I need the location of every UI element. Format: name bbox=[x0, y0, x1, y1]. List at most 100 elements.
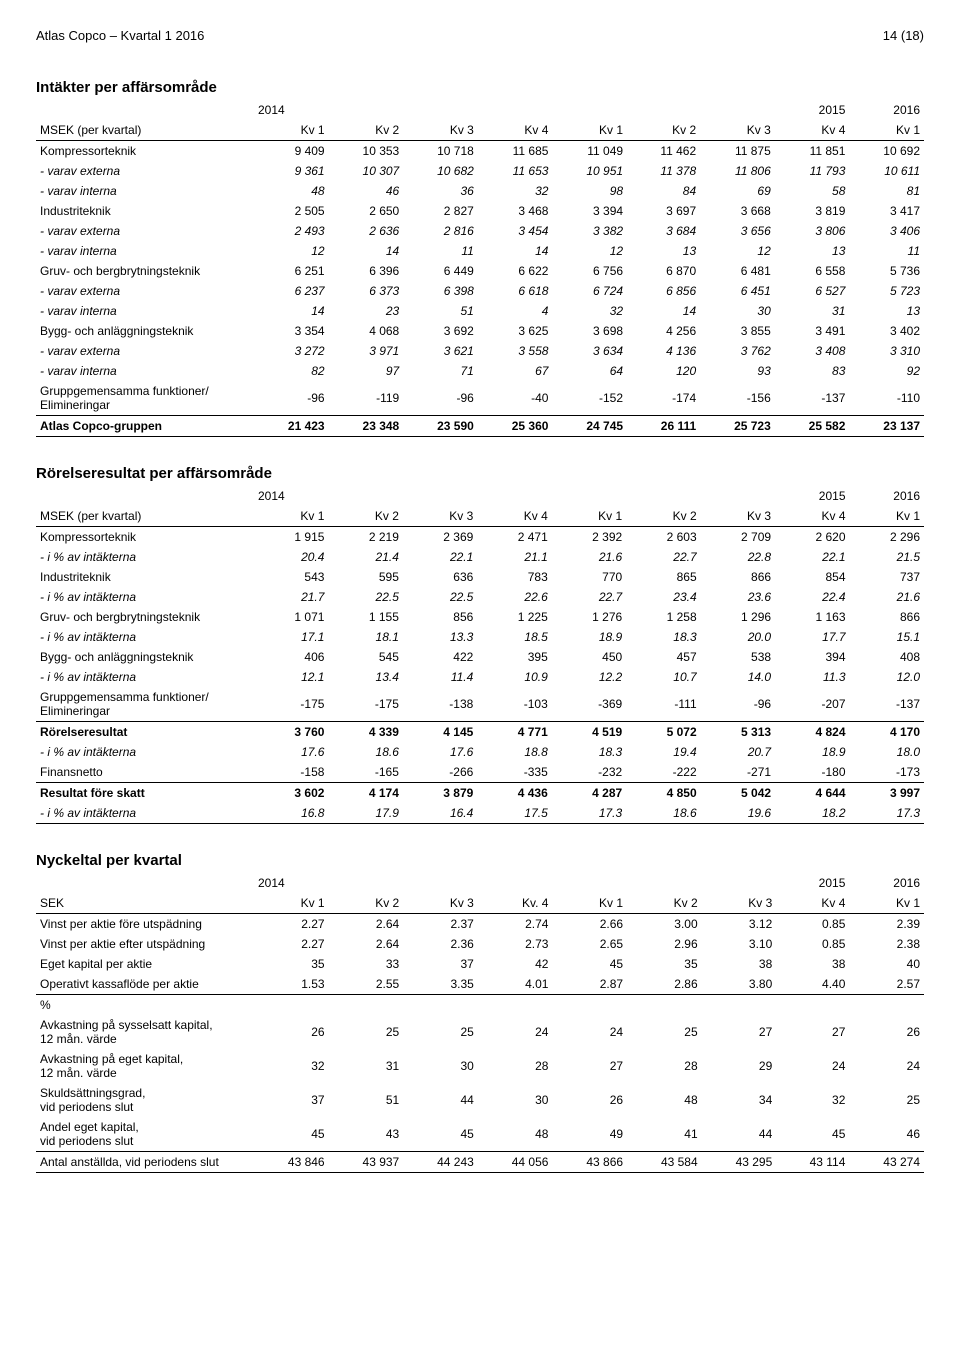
row-label: Industriteknik bbox=[36, 567, 254, 587]
cell: 43 114 bbox=[776, 1152, 849, 1173]
cell: 9 361 bbox=[254, 161, 329, 181]
table-row: - varav interna14235143214303113 bbox=[36, 301, 924, 321]
cell: 15.1 bbox=[850, 627, 925, 647]
cell: 3 402 bbox=[849, 321, 924, 341]
cell: 6 373 bbox=[329, 281, 404, 301]
table-row: Avkastning på eget kapital,12 mån. värde… bbox=[36, 1049, 924, 1083]
cell: 2 505 bbox=[254, 201, 329, 221]
cell: 12 bbox=[700, 241, 775, 261]
row-label: - varav interna bbox=[36, 181, 254, 201]
cell: 19.6 bbox=[701, 803, 775, 824]
row-label: Operativt kassaflöde per aktie bbox=[36, 974, 254, 995]
cell: 36 bbox=[403, 181, 478, 201]
cell: 4 136 bbox=[627, 341, 700, 361]
cell: 2 709 bbox=[701, 527, 775, 548]
cell: 6 481 bbox=[700, 261, 775, 281]
cell: 6 622 bbox=[478, 261, 553, 281]
table-row: - varav externa2 4932 6362 8163 4543 382… bbox=[36, 221, 924, 241]
cell: 4 824 bbox=[775, 722, 849, 743]
cell: 2 650 bbox=[329, 201, 404, 221]
cell: 43 584 bbox=[627, 1152, 702, 1173]
cell: 2.64 bbox=[329, 914, 404, 935]
cell: 24 745 bbox=[552, 416, 627, 437]
cell: 3 417 bbox=[849, 201, 924, 221]
cell: 29 bbox=[702, 1049, 777, 1083]
cell: 22.7 bbox=[626, 547, 700, 567]
cell: 10 682 bbox=[403, 161, 478, 181]
revenue-title: Intäkter per affärsområde bbox=[36, 79, 924, 96]
cell: -152 bbox=[552, 381, 627, 416]
cell: 854 bbox=[775, 567, 849, 587]
cell: 4 145 bbox=[403, 722, 477, 743]
cell: 48 bbox=[254, 181, 329, 201]
table-row: Vinst per aktie före utspädning2.272.642… bbox=[36, 914, 924, 935]
cell: 2.65 bbox=[552, 934, 627, 954]
row-label: Resultat före skatt bbox=[36, 783, 254, 804]
cell: 37 bbox=[254, 1083, 329, 1117]
cell: 2 493 bbox=[254, 221, 329, 241]
row-label: Vinst per aktie före utspädning bbox=[36, 914, 254, 935]
cell: 4 174 bbox=[328, 783, 402, 804]
cell: 18.8 bbox=[477, 742, 551, 762]
cell: -232 bbox=[552, 762, 626, 783]
cell: 71 bbox=[403, 361, 478, 381]
cell: 737 bbox=[850, 567, 925, 587]
cell: 4 644 bbox=[775, 783, 849, 804]
row-label: - varav interna bbox=[36, 361, 254, 381]
cell: 3 272 bbox=[254, 341, 329, 361]
table-row: Andel eget kapital,vid periodens slut454… bbox=[36, 1117, 924, 1152]
row-label: Gruv- och bergbrytningsteknik bbox=[36, 261, 254, 281]
cell: 11 875 bbox=[700, 141, 775, 162]
cell: 22.8 bbox=[701, 547, 775, 567]
opresult-title: Rörelseresultat per affärsområde bbox=[36, 465, 924, 482]
cell: 18.9 bbox=[775, 742, 849, 762]
cell: 9 409 bbox=[254, 141, 329, 162]
cell: 2 369 bbox=[403, 527, 477, 548]
cell: 543 bbox=[254, 567, 328, 587]
cell: 12 bbox=[552, 241, 627, 261]
cell: 11 806 bbox=[700, 161, 775, 181]
cell: 16.4 bbox=[403, 803, 477, 824]
cell: 45 bbox=[776, 1117, 849, 1152]
cell: 92 bbox=[849, 361, 924, 381]
cell: 43 295 bbox=[702, 1152, 777, 1173]
cell: 4.40 bbox=[776, 974, 849, 995]
cell: 11 653 bbox=[478, 161, 553, 181]
table-row: Eget kapital per aktie353337424535383840 bbox=[36, 954, 924, 974]
cell: 11 793 bbox=[775, 161, 850, 181]
cell: 32 bbox=[478, 181, 553, 201]
cell: -335 bbox=[477, 762, 551, 783]
cell: 51 bbox=[403, 301, 478, 321]
cell: 25 bbox=[329, 1015, 404, 1049]
cell: 23 590 bbox=[403, 416, 478, 437]
cell: 44 243 bbox=[403, 1152, 478, 1173]
cell: 23 348 bbox=[329, 416, 404, 437]
cell: 22.1 bbox=[775, 547, 849, 567]
cell: 2.87 bbox=[552, 974, 627, 995]
cell: 3.10 bbox=[702, 934, 777, 954]
cell: 13 bbox=[627, 241, 700, 261]
cell: 14 bbox=[329, 241, 404, 261]
cell: 10.9 bbox=[477, 667, 551, 687]
kpi-table: 201420152016SEKKv 1Kv 2Kv 3Kv. 4Kv 1Kv 2… bbox=[36, 873, 924, 1173]
table-row: Industriteknik54359563678377086586685473… bbox=[36, 567, 924, 587]
table-row: Skuldsättningsgrad,vid periodens slut375… bbox=[36, 1083, 924, 1117]
cell: 2.36 bbox=[403, 934, 478, 954]
table-row: - varav interna8297716764120938392 bbox=[36, 361, 924, 381]
cell: 82 bbox=[254, 361, 329, 381]
row-label: - varav interna bbox=[36, 241, 254, 261]
cell: -111 bbox=[626, 687, 700, 722]
table-row: Rörelseresultat3 7604 3394 1454 7714 519… bbox=[36, 722, 924, 743]
cell: 6 724 bbox=[552, 281, 627, 301]
cell: 98 bbox=[552, 181, 627, 201]
cell: 81 bbox=[849, 181, 924, 201]
cell: 2.64 bbox=[329, 934, 404, 954]
cell: -96 bbox=[254, 381, 329, 416]
cell: 21.6 bbox=[552, 547, 626, 567]
cell: 4 256 bbox=[627, 321, 700, 341]
cell: 4 068 bbox=[329, 321, 404, 341]
cell: 1 915 bbox=[254, 527, 328, 548]
cell: 2.38 bbox=[849, 934, 924, 954]
cell: 11.3 bbox=[775, 667, 849, 687]
cell: 12.2 bbox=[552, 667, 626, 687]
